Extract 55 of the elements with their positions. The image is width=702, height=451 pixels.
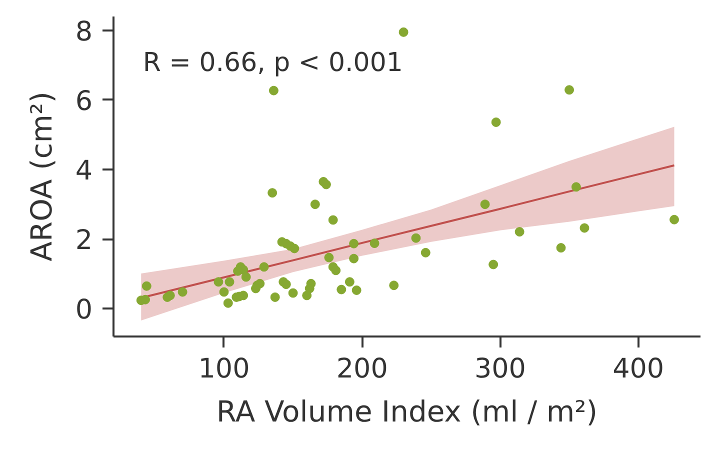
x-tick-label: 300 xyxy=(474,354,526,384)
point xyxy=(223,298,233,308)
annotation: R = 0.66, p < 0.001 xyxy=(142,48,403,78)
point xyxy=(241,272,251,282)
point xyxy=(178,287,188,297)
x-tick-label: 200 xyxy=(336,354,388,384)
x-axis-title: RA Volume Index (ml / m²) xyxy=(216,394,598,428)
x-tick-label: 400 xyxy=(612,354,664,384)
y-tick-label: 4 xyxy=(75,156,93,187)
point xyxy=(480,200,490,210)
point xyxy=(344,277,354,287)
point xyxy=(411,233,421,243)
point xyxy=(564,85,574,95)
point xyxy=(370,238,380,248)
point xyxy=(302,290,312,300)
point xyxy=(165,290,175,300)
point xyxy=(352,286,362,295)
point xyxy=(670,214,680,224)
point xyxy=(268,188,278,198)
point xyxy=(571,182,581,192)
point xyxy=(251,284,261,294)
y-tick-label: 2 xyxy=(75,225,93,256)
point xyxy=(281,280,291,290)
x-tick-label: 100 xyxy=(198,354,250,384)
point xyxy=(259,262,269,272)
point xyxy=(324,252,334,262)
point xyxy=(290,244,300,254)
y-tick-label: 0 xyxy=(75,294,93,326)
point xyxy=(336,284,346,294)
point xyxy=(268,86,278,96)
point xyxy=(321,180,331,190)
point xyxy=(142,281,152,291)
point xyxy=(233,266,243,276)
point xyxy=(514,227,524,237)
point xyxy=(214,277,224,287)
y-tick-label: 8 xyxy=(75,16,93,48)
point xyxy=(288,288,298,298)
point xyxy=(310,200,320,210)
point xyxy=(331,266,341,276)
point xyxy=(349,238,359,248)
y-axis-title: AROA (cm²) xyxy=(24,92,58,262)
point xyxy=(398,27,408,37)
point xyxy=(224,277,234,287)
point xyxy=(349,254,359,264)
point xyxy=(556,243,566,253)
point xyxy=(389,280,399,290)
point xyxy=(140,294,150,304)
point xyxy=(420,248,430,258)
point xyxy=(219,287,229,297)
point xyxy=(270,292,280,302)
point xyxy=(328,215,338,225)
point xyxy=(491,118,501,127)
point xyxy=(488,260,498,270)
point xyxy=(580,223,590,233)
y-tick-label: 6 xyxy=(75,86,93,117)
